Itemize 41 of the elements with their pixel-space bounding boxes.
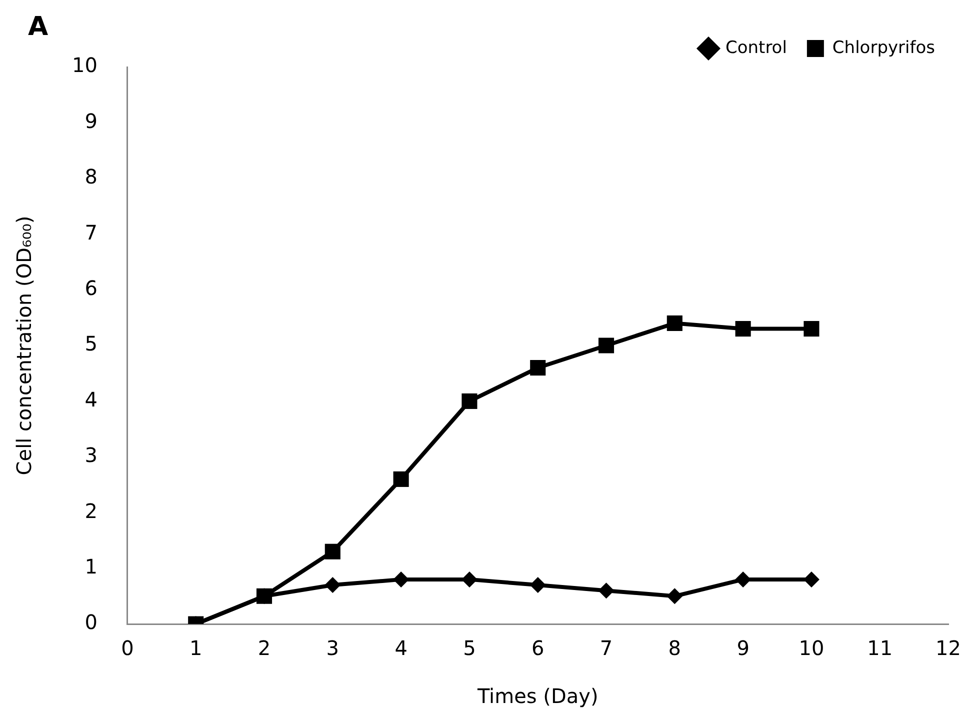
point [324, 544, 340, 560]
x-tick-label: 3 [326, 636, 340, 660]
x-tick-label: 6 [531, 636, 544, 660]
y-tick-label: 9 [84, 108, 98, 133]
point [324, 577, 341, 594]
x-axis-title: Times (Day) [476, 684, 598, 708]
x-tick-label: 12 [936, 636, 961, 660]
y-tick-label: 8 [84, 164, 98, 189]
y-tick-label: 1 [84, 554, 98, 579]
y-tick-label: 3 [84, 443, 98, 468]
x-tick-label: 2 [258, 636, 271, 660]
text: A [28, 12, 48, 42]
point [666, 588, 683, 604]
y-tick-label: 10 [72, 53, 98, 78]
point [804, 321, 820, 337]
point [530, 577, 546, 594]
legend-label: Chlorpyrifos [832, 38, 936, 58]
x-tick-label: 8 [668, 636, 682, 660]
y-tick-label: 0 [84, 610, 98, 634]
y-tick-label: 2 [84, 498, 98, 523]
point [666, 315, 682, 331]
x-tick-label: 0 [121, 636, 134, 660]
y-tick-label: 5 [84, 332, 98, 356]
point [598, 582, 614, 599]
point [598, 338, 614, 354]
y-tick-label: 6 [84, 276, 98, 300]
y-tick-label: 7 [84, 220, 98, 244]
y-tick-label: 4 [84, 387, 98, 412]
x-tick-label: 5 [463, 636, 476, 660]
x-tick-label: 9 [736, 636, 750, 660]
point [530, 360, 546, 376]
legend-label: Control [725, 38, 787, 58]
x-tick-label: 7 [600, 636, 613, 660]
point [393, 471, 409, 487]
x-tick-label: 11 [867, 636, 893, 660]
y-axis-title: Cell concentration (OD₆₀₀) [12, 216, 36, 476]
x-tick-label: 4 [394, 636, 408, 660]
point [462, 393, 478, 409]
x-tick-label: 10 [798, 636, 824, 660]
x-tick-label: 1 [189, 636, 202, 660]
point [735, 321, 751, 337]
